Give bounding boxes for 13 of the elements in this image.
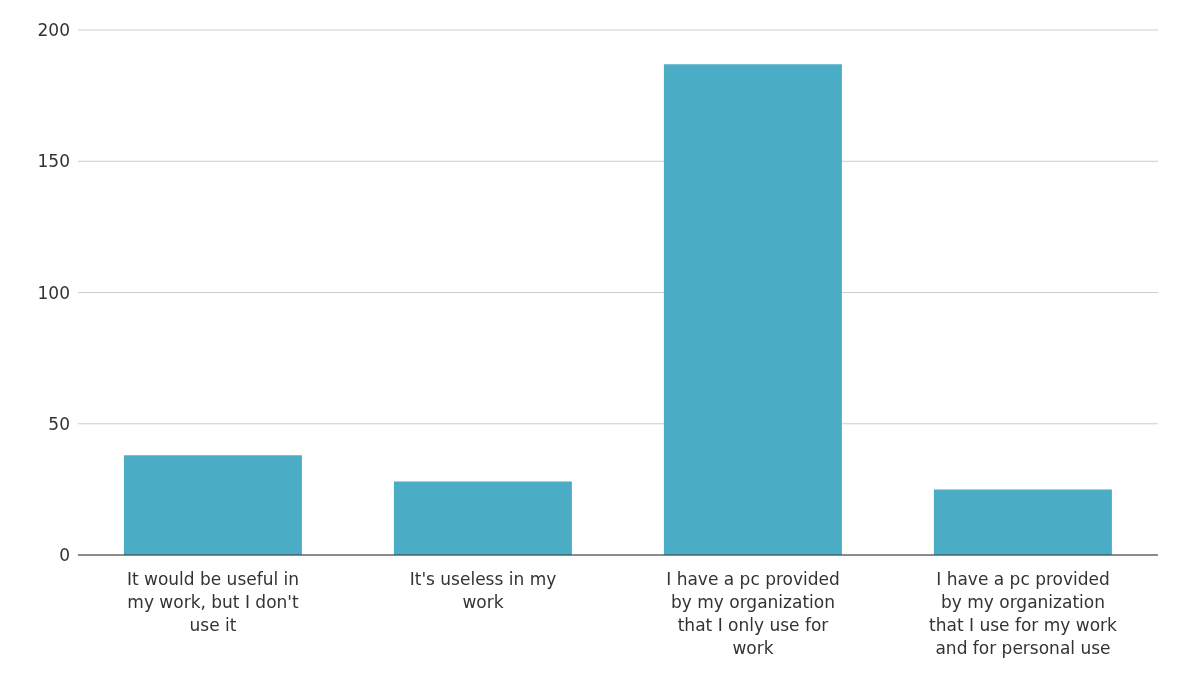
y-tick-label: 0 (59, 545, 70, 566)
y-tick-label: 50 (48, 413, 70, 434)
bar (393, 481, 572, 555)
x-tick-label: I have a pc provided by my organization that I use for my work and for personal use (929, 569, 1118, 658)
bar (663, 64, 842, 555)
x-tick-label: It would be useful in my work, but I don't use it (126, 569, 300, 635)
y-tick-label: 100 (37, 282, 70, 303)
y-tick-label: 200 (37, 20, 70, 41)
y-tick-label: 150 (37, 151, 70, 172)
bar (123, 455, 302, 555)
x-tick-label: It's useless in my work (409, 569, 557, 612)
bar (933, 489, 1112, 555)
x-tick-label: I have a pc provided by my organization that I only use for work (666, 569, 840, 658)
